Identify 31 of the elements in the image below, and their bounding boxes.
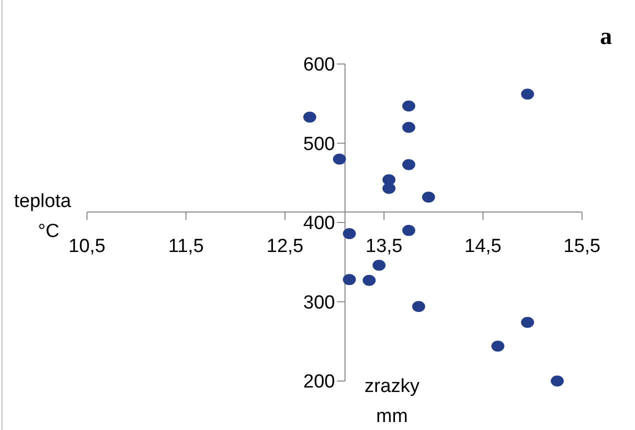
x-tick-label: 13,5 (366, 236, 402, 257)
point (332, 154, 346, 165)
point (412, 301, 426, 312)
x-tick-label: 10,5 (68, 236, 106, 257)
point (372, 260, 386, 271)
y-tick-label: 400 (303, 213, 335, 234)
point (521, 88, 534, 100)
y-tick-label: 200 (303, 372, 335, 393)
y-tick-label: 600 (303, 54, 335, 76)
y-axis-title: teplota °C (14, 191, 72, 242)
chart-title: a (600, 24, 612, 50)
point (402, 159, 416, 170)
point (402, 100, 416, 112)
point (362, 274, 376, 286)
point (342, 228, 356, 240)
x-tick-label: 12,5 (266, 236, 304, 257)
point (491, 340, 504, 352)
point (342, 274, 356, 286)
point (422, 192, 436, 203)
x-tick-label: 14,5 (464, 236, 502, 257)
y-tick-label: 500 (303, 134, 335, 155)
point (550, 376, 564, 386)
y-tick-label: 300 (303, 292, 335, 314)
point (402, 224, 416, 236)
x-tick-label: 15,5 (564, 236, 600, 257)
point (303, 112, 316, 123)
point (382, 182, 396, 194)
x-axis-title: zrazky mm (364, 376, 420, 427)
point (521, 316, 534, 328)
point (402, 122, 416, 133)
x-tick-label: 11,5 (168, 236, 204, 257)
